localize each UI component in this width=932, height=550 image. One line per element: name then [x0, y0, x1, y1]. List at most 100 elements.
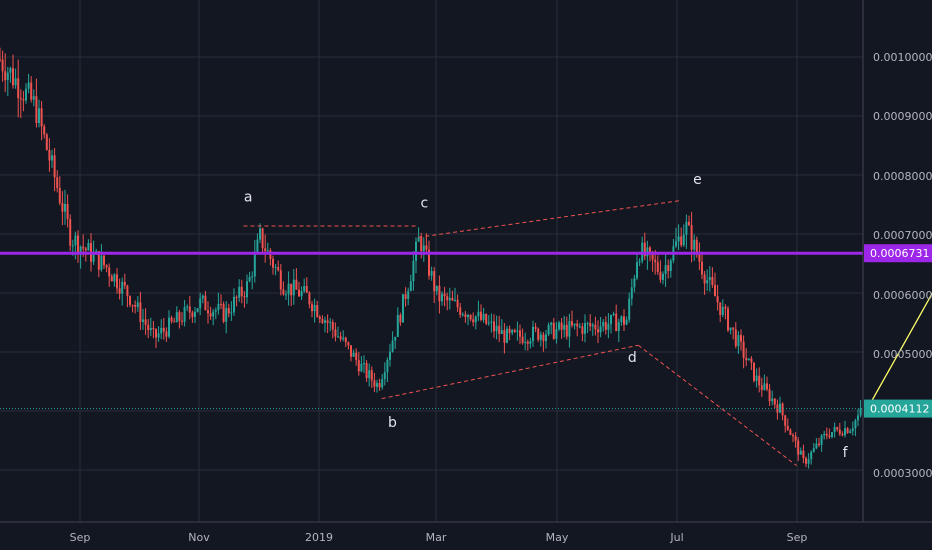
candle-body — [604, 321, 607, 330]
candle-body — [584, 323, 586, 334]
candle-body — [794, 436, 797, 441]
candle-body — [186, 306, 189, 308]
candle-body — [428, 249, 430, 276]
candle-body — [454, 299, 456, 301]
candle-body — [149, 327, 152, 331]
wave-label: e — [693, 172, 702, 188]
candle-body — [108, 267, 111, 277]
candle-body — [750, 358, 753, 363]
wave-label: f — [843, 445, 849, 461]
candle-body — [32, 96, 35, 100]
candle-body — [136, 302, 139, 307]
candle-body — [758, 375, 761, 386]
trend-line — [418, 200, 681, 238]
candle-body — [131, 304, 134, 306]
price-tag-label: 0.0006731 — [870, 247, 930, 260]
candle-body — [833, 427, 836, 433]
candle-body — [846, 428, 849, 433]
candle-body — [22, 99, 25, 101]
candle-body — [43, 126, 46, 135]
price-axis[interactable]: 0.0010000 0.0009000 0.0008000 0.0007000 0.00… — [873, 51, 932, 480]
candle-body — [708, 276, 711, 281]
candle-body — [771, 398, 774, 402]
grid — [0, 0, 863, 522]
candle-body — [12, 68, 14, 86]
candle-body — [571, 321, 573, 326]
candle-body — [737, 335, 740, 347]
candle-body — [64, 204, 66, 212]
candle-body — [303, 286, 306, 292]
candle-body — [768, 389, 771, 402]
candle-body — [565, 324, 568, 337]
candle-body — [376, 382, 378, 387]
candle-body — [321, 319, 324, 323]
candle-body — [568, 321, 571, 337]
candle-body — [157, 333, 160, 338]
candle-body — [789, 429, 792, 436]
x-tick-label: Sep — [787, 531, 808, 544]
candle-body — [38, 108, 40, 123]
candle-body — [760, 385, 763, 390]
candle-body — [581, 326, 584, 334]
candle-body — [818, 443, 820, 445]
candle-body — [636, 262, 638, 279]
candle-body — [233, 296, 235, 313]
candle-body — [290, 283, 293, 296]
candle-body — [537, 328, 540, 340]
candle-body — [732, 327, 735, 330]
candle-body — [287, 283, 290, 295]
candle-body — [552, 322, 555, 339]
candle-body — [662, 273, 664, 280]
candle-body — [168, 317, 170, 337]
candle-body — [695, 239, 698, 255]
candle-body — [633, 278, 636, 288]
candle-body — [266, 250, 269, 252]
candle-body — [334, 329, 337, 337]
candle-body — [675, 241, 677, 247]
candle-body — [51, 155, 53, 161]
candle-body — [92, 252, 95, 262]
candle-body — [87, 243, 90, 251]
candle-body — [225, 308, 228, 322]
horizontal-lines — [0, 251, 863, 410]
candle-body — [56, 177, 59, 189]
candle-body — [339, 336, 342, 340]
candle-body — [547, 324, 550, 335]
candle-body — [295, 279, 298, 290]
candle-body — [253, 252, 256, 277]
candle-body — [331, 322, 334, 330]
candle-body — [66, 204, 69, 220]
candle-body — [282, 289, 285, 295]
candle-body — [493, 321, 495, 332]
candle-body — [487, 322, 490, 324]
candle-body — [118, 288, 121, 294]
candle-body — [344, 337, 347, 343]
candle-body — [586, 323, 589, 325]
candle-body — [274, 267, 277, 269]
x-tick-label: Nov — [188, 531, 210, 544]
candle-body — [615, 313, 618, 332]
candle-body — [485, 314, 488, 324]
candle-body — [246, 281, 248, 298]
candle-body — [188, 306, 191, 313]
candle-body — [438, 285, 441, 302]
candle-body — [529, 341, 532, 344]
candle-body — [6, 72, 9, 81]
candle-body — [745, 357, 748, 361]
candle-body — [828, 435, 831, 438]
candle-body — [204, 295, 207, 311]
time-axis[interactable]: Sep Nov 2019 Mar May Jul Sep — [70, 531, 808, 544]
candle-body — [766, 383, 768, 390]
candle-body — [342, 337, 345, 340]
y-tick-label: 0.0003000 — [873, 467, 932, 480]
candle-body — [194, 311, 196, 317]
candle-body — [316, 305, 319, 317]
y-tick-label: 0.0008000 — [873, 170, 932, 183]
candle-body — [755, 375, 758, 381]
candle-body — [147, 324, 150, 331]
candle-body — [27, 82, 30, 89]
candle-body — [259, 228, 261, 240]
candle-body — [97, 251, 100, 270]
